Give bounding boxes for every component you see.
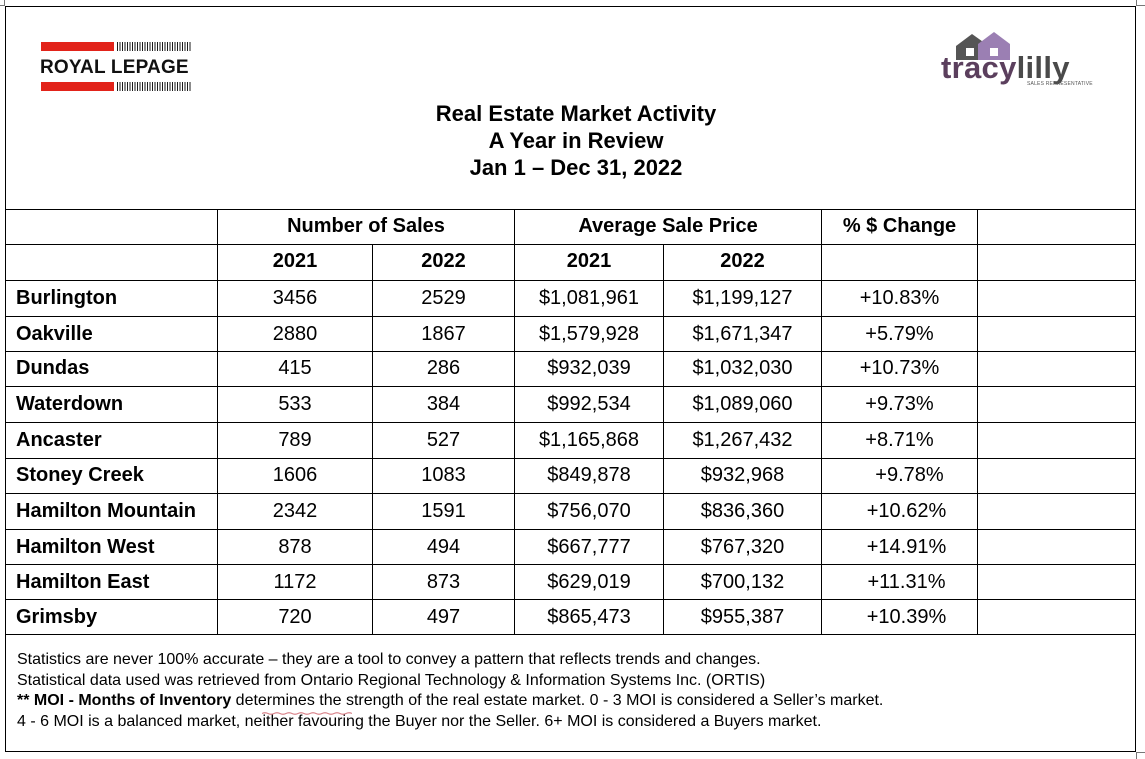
sales-2022: 286	[426, 357, 461, 379]
percent-change: +10.73%	[859, 357, 940, 379]
note-line: Statistical data used was retrieved from…	[17, 671, 766, 689]
percent-change: +9.73%	[865, 393, 934, 415]
crop-mark	[1136, 752, 1145, 753]
sales-2021: 2342	[272, 500, 318, 522]
title-line: A Year in Review	[488, 128, 664, 153]
price-2022: $1,267,432	[692, 429, 793, 451]
percent-change: +10.39%	[866, 606, 947, 628]
percent-change: +14.91%	[866, 536, 947, 558]
sales-2022: 527	[426, 429, 461, 451]
sales-2021: 2880	[272, 323, 318, 345]
percent-change: +10.83%	[859, 287, 940, 309]
price-2022: $700,132	[700, 571, 785, 593]
tracylilly-logo: tracylilly SALES REPRESENTATIVE	[934, 30, 1124, 100]
area-name: Ancaster	[16, 429, 102, 451]
percent-change: +8.71%	[865, 429, 934, 451]
price-2021: $629,019	[547, 571, 631, 593]
header-year: 2021	[566, 250, 612, 272]
note-line: ** MOI - Months of Inventory determines …	[17, 691, 883, 712]
logo-barcode	[117, 82, 191, 91]
footnotes: Statistics are never 100% accurate – the…	[17, 650, 883, 732]
sales-2022: 1591	[421, 500, 466, 522]
crop-mark	[0, 5, 5, 6]
crop-mark	[1136, 5, 1145, 6]
sales-2021: 3456	[272, 287, 318, 309]
note-line: Statistics are never 100% accurate – the…	[17, 651, 761, 668]
header-year: 2022	[720, 250, 765, 272]
sales-2021: 1606	[272, 464, 318, 486]
price-2021: $865,473	[547, 606, 631, 628]
price-2022: $1,671,347	[692, 323, 793, 345]
price-2022: $1,199,127	[692, 287, 793, 309]
area-name: Dundas	[16, 357, 90, 379]
area-name: Stoney Creek	[16, 464, 144, 486]
document-frame	[5, 6, 1136, 752]
price-2021: $849,878	[547, 464, 631, 486]
price-2021: $756,070	[547, 500, 631, 522]
crop-mark	[1136, 752, 1137, 759]
sales-2022: 2529	[421, 287, 466, 309]
sales-2022: 384	[426, 393, 461, 415]
price-2021: $932,039	[547, 357, 631, 379]
area-name: Hamilton West	[16, 536, 155, 558]
sales-2022: 873	[426, 571, 461, 593]
percent-change: +11.31%	[867, 571, 946, 593]
logo-barcode	[117, 42, 191, 51]
area-name: Hamilton Mountain	[16, 500, 196, 522]
title-line: Real Estate Market Activity	[435, 101, 717, 126]
price-2021: $1,165,868	[538, 429, 640, 451]
price-2022: $836,360	[700, 500, 785, 522]
header-average-sale-price: Average Sale Price	[578, 215, 758, 237]
price-2022: $932,968	[700, 464, 785, 486]
header-year: 2021	[272, 250, 318, 272]
header-year: 2022	[421, 250, 466, 272]
sales-2022: 494	[426, 536, 461, 558]
area-name: Waterdown	[16, 393, 124, 415]
spellcheck-underline	[262, 712, 352, 715]
sales-2021: 720	[278, 606, 312, 628]
crop-mark	[4, 0, 5, 6]
sales-2021: 1172	[273, 571, 317, 593]
price-2022: $767,320	[700, 536, 785, 558]
crop-mark	[1136, 0, 1137, 6]
sales-2022: 1083	[421, 464, 466, 486]
logo-tagline: SALES REPRESENTATIVE	[1027, 81, 1093, 87]
area-name: Grimsby	[16, 606, 98, 628]
header-percent-change: % $ Change	[842, 215, 957, 237]
moi-definition: ** MOI - Months of Inventory	[17, 692, 232, 709]
sales-2021: 789	[278, 429, 312, 451]
price-2021: $992,534	[547, 393, 631, 415]
percent-change: +5.79%	[865, 323, 934, 345]
logo-red-bar	[41, 42, 114, 51]
price-2022: $1,032,030	[692, 357, 793, 379]
sales-2021: 878	[278, 536, 312, 558]
price-2021: $667,777	[547, 536, 631, 558]
price-2021: $1,579,928	[538, 323, 640, 345]
price-2022: $955,387	[700, 606, 785, 628]
title-line: Jan 1 – Dec 31, 2022	[469, 155, 683, 180]
sales-2021: 415	[278, 357, 312, 379]
logo-red-bar	[41, 82, 114, 91]
sales-2022: 497	[426, 606, 461, 628]
area-name: Oakville	[16, 323, 93, 345]
royal-lepage-logo: ROYAL LEPAGE	[40, 40, 192, 92]
percent-change: +9.78%	[875, 464, 944, 486]
header-number-of-sales: Number of Sales	[287, 215, 445, 237]
price-2021: $1,081,961	[538, 287, 640, 309]
price-2022: $1,089,060	[692, 393, 793, 415]
area-name: Burlington	[16, 287, 118, 309]
logo-wordmark: ROYAL LEPAGE	[40, 57, 189, 78]
logo-word-tracy: tracy	[941, 50, 1017, 85]
house-icon	[956, 32, 1010, 60]
moi-explanation: determines the strength of the real esta…	[231, 692, 884, 709]
note-line: 4 - 6 MOI is a balanced market, neither …	[17, 712, 822, 730]
area-name: Hamilton East	[16, 571, 150, 593]
sales-2022: 1867	[421, 323, 466, 345]
percent-change: +10.62%	[866, 500, 947, 522]
logo-word-lilly: lilly	[1016, 50, 1070, 85]
sales-2021: 533	[278, 393, 312, 415]
logo-wordmark: tracylilly	[941, 50, 1070, 86]
